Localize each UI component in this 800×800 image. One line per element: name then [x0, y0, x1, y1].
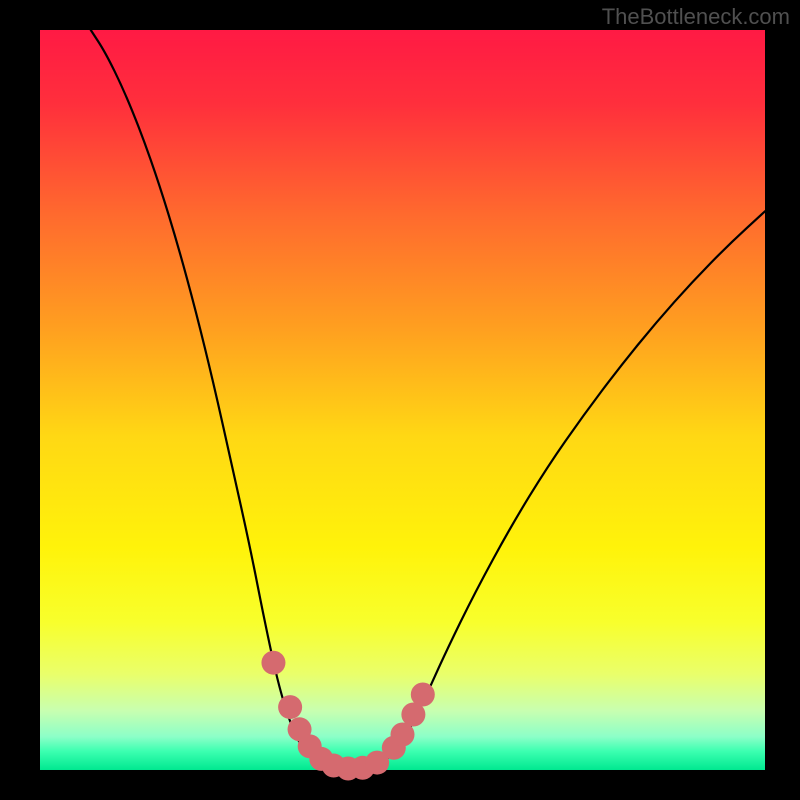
data-marker	[278, 695, 302, 719]
data-marker	[261, 651, 285, 675]
bottleneck-chart	[0, 0, 800, 800]
plot-area	[40, 30, 765, 770]
data-marker	[411, 683, 435, 707]
watermark-text: TheBottleneck.com	[602, 4, 790, 30]
